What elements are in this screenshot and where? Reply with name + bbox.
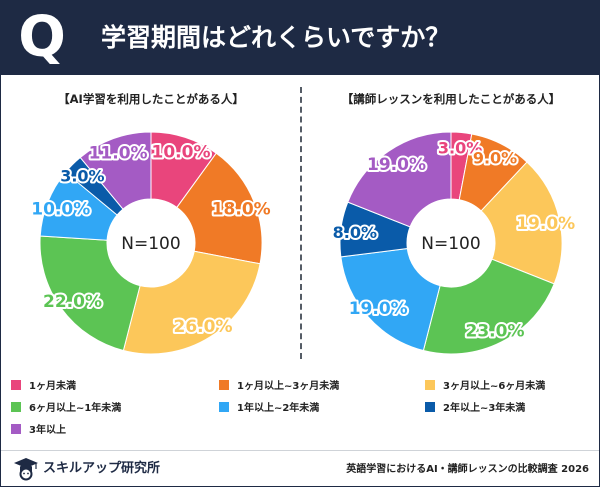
legend-item: 1ヶ月未満 (11, 379, 76, 395)
brand-name: スキルアップ研究所 (43, 461, 161, 476)
legend-swatch (11, 402, 21, 412)
legend-item: 2年以上~3年未満 (425, 401, 525, 417)
data-label: 3.0% (60, 166, 104, 185)
donut-chart-ai: N=100 10.0% 18.0% 26.0% 22.0% 10.0% 3.0% 11.0% (29, 131, 273, 355)
data-label: 18.0% (212, 199, 271, 219)
q-mark: Q (18, 5, 66, 70)
data-label: 10.0% (31, 199, 90, 219)
chart-title-ai: 【AI学習を利用したことがある人】 (58, 92, 244, 106)
legend-item: 1ヶ月以上~3ヶ月未満 (219, 379, 339, 395)
legend-swatch (219, 402, 229, 412)
legend-label: 3ヶ月以上~6ヶ月未満 (443, 381, 546, 392)
legend-label: 1ヶ月未満 (29, 381, 76, 392)
footer-divider (1, 450, 599, 451)
legend-item: 3ヶ月以上~6ヶ月未満 (425, 379, 545, 395)
legend-label: 2年以上~3年未満 (443, 403, 526, 414)
donut-slice (39, 235, 141, 352)
legend-label: 1ヶ月以上~3ヶ月未満 (237, 381, 340, 392)
legend-item: 6ヶ月以上~1年未満 (11, 401, 121, 417)
legend-swatch (11, 424, 21, 434)
data-label: 26.0% (174, 317, 233, 337)
data-label: 10.0% (152, 143, 211, 163)
legend-label: 6ヶ月以上~1年未満 (29, 403, 122, 414)
legend-label: 3年以上 (29, 425, 66, 436)
legend: 1ヶ月未満 1ヶ月以上~3ヶ月未満 3ヶ月以上~6ヶ月未満 6ヶ月以上~1年未満… (1, 373, 599, 443)
donut-chart-teacher: N=100 3.0%9.0% 19.0% 23.0% 19.0% 8.0% 19.0% (331, 131, 577, 355)
data-label: 19.0% (349, 299, 408, 319)
page-title: 学習期間はどれくらいですか？ (101, 23, 451, 52)
graduation-cap-icon (14, 458, 38, 481)
data-label: 22.0% (43, 292, 102, 312)
data-label: 8.0% (333, 223, 377, 242)
sample-size-label: N=100 (421, 234, 480, 254)
data-label: 3.0% (438, 138, 482, 157)
chart-title-teacher: 【講師レッスンを利用したことがある人】 (341, 92, 561, 106)
legend-label: 1年以上~2年未満 (237, 403, 320, 414)
data-label: 23.0% (466, 321, 525, 341)
legend-item: 1年以上~2年未満 (219, 401, 319, 417)
legend-swatch (425, 402, 435, 412)
chart-divider (300, 87, 302, 359)
donut-hole (107, 199, 195, 287)
legend-swatch (219, 380, 229, 390)
data-label: 19.0% (516, 214, 575, 234)
data-label: 9.0% (473, 149, 517, 168)
survey-credit: 英語学習におけるAI・講師レッスンの比較調査 2026 (346, 464, 589, 475)
legend-item: 3年以上 (11, 423, 66, 439)
legend-swatch (425, 380, 435, 390)
data-label: 11.0% (89, 144, 148, 164)
donut-hole (407, 199, 495, 287)
header-banner: Q 学習期間はどれくらいですか？ (1, 1, 599, 75)
sample-size-label: N=100 (121, 234, 180, 254)
data-label: 19.0% (367, 155, 426, 175)
legend-swatch (11, 380, 21, 390)
